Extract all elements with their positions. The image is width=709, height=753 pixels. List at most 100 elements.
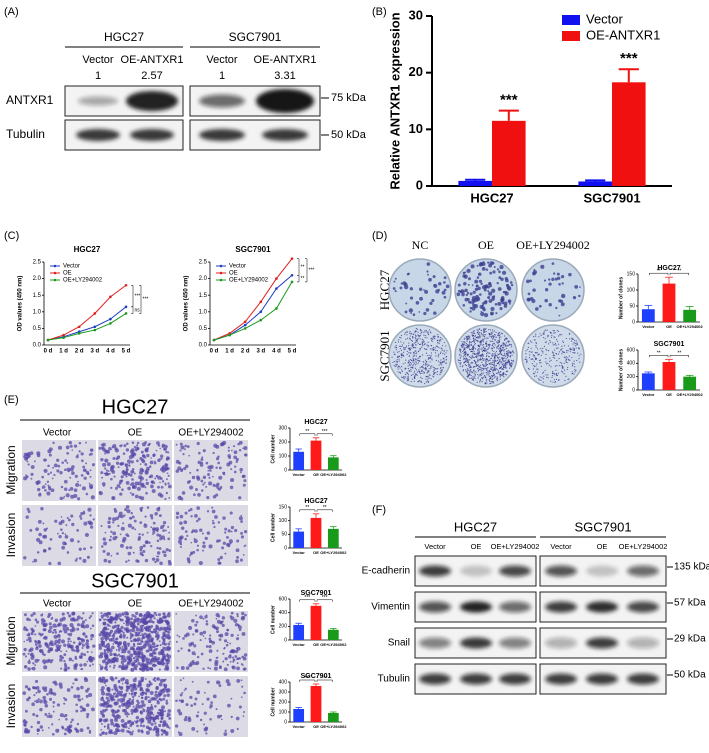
colony — [548, 282, 552, 286]
cell — [47, 485, 51, 489]
colony — [537, 368, 539, 370]
cell — [59, 654, 63, 659]
colony — [486, 348, 488, 351]
cell — [107, 651, 109, 654]
colony — [479, 380, 481, 382]
colony — [393, 360, 395, 363]
cell — [86, 726, 90, 730]
cell — [130, 617, 134, 621]
cell — [36, 729, 40, 732]
cell — [52, 681, 55, 684]
x-tick-label: Vector — [293, 472, 306, 477]
cell — [200, 479, 204, 483]
colony — [462, 364, 464, 367]
cell — [36, 453, 41, 458]
colony — [415, 369, 417, 371]
cell — [125, 560, 128, 563]
colony — [489, 352, 491, 355]
cell — [120, 658, 124, 661]
cell — [79, 663, 83, 667]
cell — [155, 732, 160, 737]
cell — [128, 719, 132, 723]
colony — [459, 359, 461, 362]
cell — [52, 705, 55, 708]
colony — [493, 336, 495, 338]
cell — [30, 472, 34, 476]
bar — [641, 373, 655, 390]
colony — [495, 367, 497, 370]
cell — [202, 449, 206, 453]
point — [93, 328, 97, 332]
x-tick-label: OE — [666, 324, 672, 329]
cell — [51, 659, 54, 662]
colony — [484, 362, 487, 364]
lane-label: Vector — [424, 542, 446, 551]
colony — [565, 356, 567, 358]
cell — [124, 647, 128, 651]
colony — [502, 355, 504, 357]
cell — [175, 613, 178, 615]
colony — [413, 355, 415, 357]
colony — [477, 331, 479, 333]
colony — [558, 379, 560, 381]
y-tick-label: 600 — [279, 596, 288, 602]
colony — [481, 361, 483, 363]
colony — [502, 363, 504, 365]
colony — [553, 330, 555, 332]
point — [212, 338, 216, 342]
colony — [473, 330, 475, 332]
cell — [223, 639, 228, 643]
cell — [215, 466, 218, 469]
cell — [99, 664, 101, 666]
cell — [85, 645, 90, 650]
colony — [427, 341, 429, 343]
cell — [131, 628, 136, 633]
colony — [535, 358, 537, 360]
colony — [468, 277, 471, 281]
colony — [419, 360, 421, 362]
chart-title: SGC7901 — [235, 245, 271, 254]
colony — [490, 337, 493, 339]
cell — [55, 625, 58, 628]
cell — [140, 729, 144, 732]
cell — [46, 693, 49, 696]
cell — [150, 526, 153, 529]
bar — [327, 528, 339, 548]
cell — [120, 686, 123, 689]
colony — [490, 363, 492, 366]
cell — [202, 617, 205, 620]
cell — [163, 553, 167, 558]
cell — [31, 629, 35, 633]
cell — [145, 688, 150, 693]
colony — [507, 370, 509, 372]
colony — [493, 342, 495, 344]
cell — [48, 547, 52, 551]
cell — [109, 659, 113, 664]
y-tick-label: 2.5 — [199, 260, 208, 266]
colony — [500, 350, 502, 352]
cell — [125, 448, 130, 452]
cell — [163, 619, 167, 622]
colony — [471, 340, 473, 343]
cell — [164, 551, 167, 554]
colony — [434, 347, 436, 349]
colony — [477, 333, 480, 335]
cell — [139, 551, 143, 556]
cell — [68, 729, 73, 733]
y-tick-label: 150 — [279, 504, 288, 510]
cell — [175, 515, 179, 519]
cell — [44, 642, 49, 647]
cell — [134, 528, 137, 531]
cell — [120, 718, 125, 723]
cell — [41, 475, 44, 479]
cell — [44, 489, 47, 492]
cell — [209, 464, 214, 469]
column-label: OE+LY294002 — [516, 238, 590, 252]
row-label: Invasion — [4, 684, 18, 729]
colony — [493, 353, 495, 355]
y-tick-label: 0 — [284, 637, 287, 643]
legend-marker — [53, 278, 57, 282]
colony — [422, 365, 424, 367]
colony — [491, 297, 495, 301]
cell — [56, 703, 61, 707]
